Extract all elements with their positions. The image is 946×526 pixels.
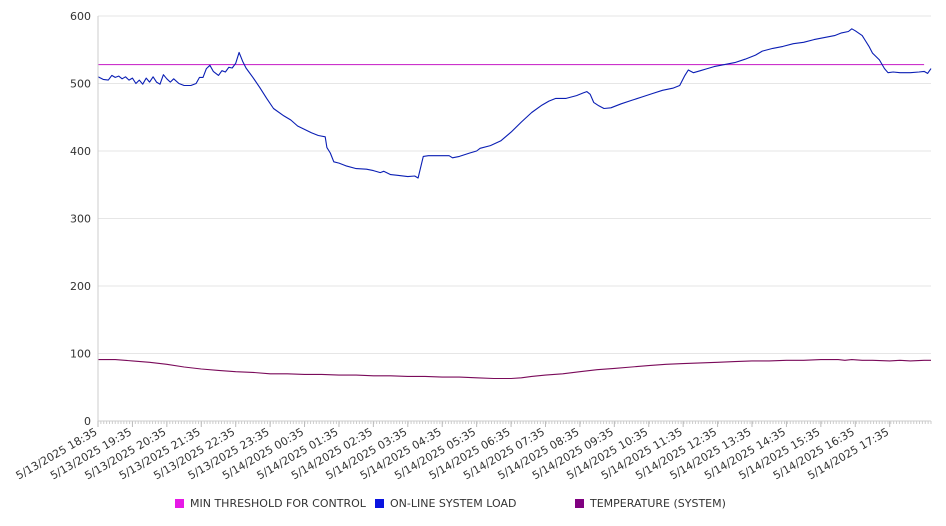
y-tick-label-2: 200 [70,280,91,293]
legend: MIN THRESHOLD FOR CONTROL ON-LINE SYSTEM… [0,497,946,515]
legend-item-temperature[interactable]: TEMPERATURE (SYSTEM) [575,497,726,510]
legend-swatch-min-threshold [175,499,184,508]
x-axis-ticks: 5/13/2025 18:355/13/2025 19:355/13/2025 … [14,421,932,482]
legend-swatch-system-load [375,499,384,508]
legend-label-min-threshold: MIN THRESHOLD FOR CONTROL [190,497,366,510]
series-line-system-load [97,28,932,179]
legend-label-system-load: ON-LINE SYSTEM LOAD [390,497,517,510]
series-layer [97,28,932,380]
y-tick-label-1: 100 [70,348,91,361]
legend-label-temperature: TEMPERATURE (SYSTEM) [590,497,726,510]
legend-swatch-temperature [575,499,584,508]
gridlines [98,15,931,354]
series-line-temperature [98,359,931,380]
y-tick-label-0: 0 [84,415,91,428]
legend-item-system-load[interactable]: ON-LINE SYSTEM LOAD [375,497,516,510]
y-tick-label-4: 400 [70,145,91,158]
y-tick-label-5: 500 [70,78,91,91]
y-tick-label-3: 300 [70,213,91,226]
legend-item-min-threshold[interactable]: MIN THRESHOLD FOR CONTROL [175,497,366,510]
y-tick-label-6: 600 [70,10,91,23]
y-axis-ticks: 0 100 200 300 400 500 600 [70,10,91,428]
